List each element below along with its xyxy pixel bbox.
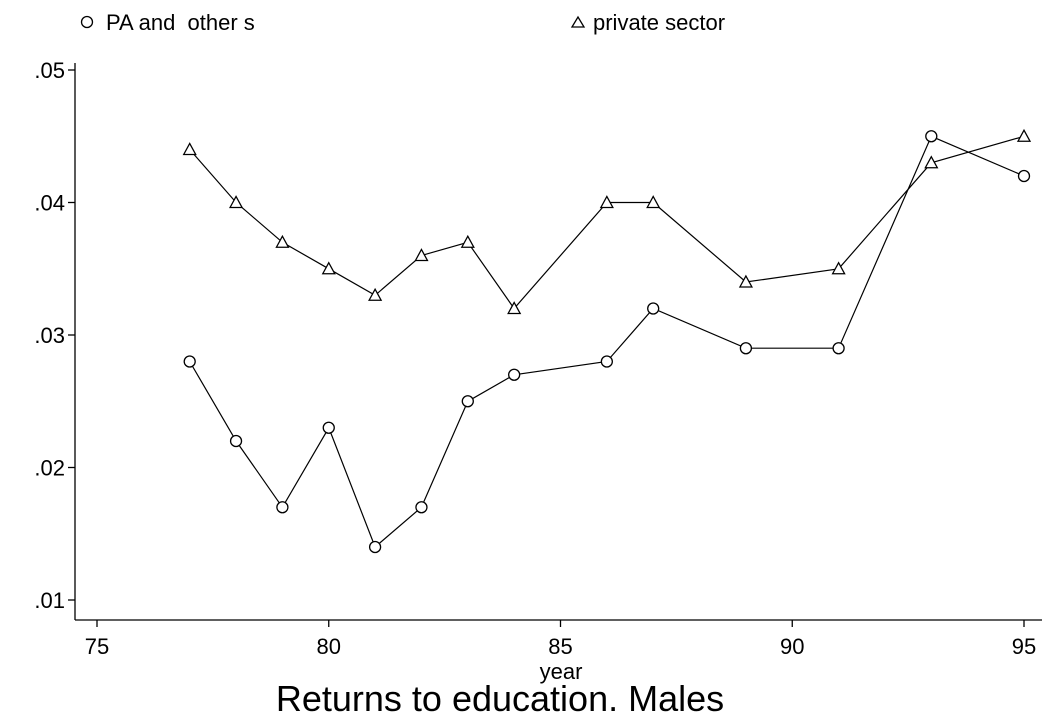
data-point-triangle [228,195,244,209]
x-axis-label: year [540,659,583,684]
data-point-triangle [738,274,753,288]
legend-label-series-2: private sector [593,10,725,35]
data-point-triangle [646,195,661,209]
series-line [189,135,1025,310]
series-layer [182,128,1032,554]
data-point-triangle [414,248,429,262]
series-2 [182,128,1032,315]
data-point-circle [1017,169,1031,183]
x-tick-label: 85 [548,634,572,659]
data-point-circle [600,355,613,368]
data-point-triangle [507,301,522,315]
y-tick-label: .02 [34,456,65,481]
data-point-circle [832,342,845,355]
data-point-triangle [1016,128,1032,142]
data-point-circle [368,540,382,554]
data-point-circle [508,368,521,381]
chart-title: Returns to education. Males [276,678,724,719]
x-tick-label: 75 [85,634,109,659]
series-line [189,135,1025,549]
data-point-circle [183,355,196,368]
y-tick-label: .04 [34,191,65,216]
legend-triangle-marker [570,15,586,28]
data-point-circle [925,130,938,143]
data-point-triangle [924,155,939,169]
data-point-triangle [321,261,336,275]
legend: PA and other s private sector [80,10,725,35]
x-tick-label: 95 [1012,634,1036,659]
data-point-triangle [831,261,846,275]
data-point-circle [461,395,474,408]
data-point-circle [322,421,335,434]
data-point-triangle [275,234,290,248]
y-tick-label: .05 [34,58,65,83]
y-tick-label: .03 [34,323,65,348]
legend-circle-marker [80,15,94,29]
x-tick-label: 90 [780,634,804,659]
y-tick-label: .01 [34,588,65,613]
data-point-triangle [368,287,383,301]
series-1 [183,130,1031,554]
y-axis-ticks: .01 .02 .03 .04 .05 [34,58,75,613]
data-point-triangle [182,142,197,156]
legend-label-series-1: PA and other s [106,10,255,35]
x-axis-ticks: 75 80 85 90 95 [85,620,1036,659]
x-tick-label: 80 [317,634,341,659]
data-point-circle [739,342,753,355]
data-point-triangle [460,234,475,248]
data-point-circle [229,434,243,448]
data-point-triangle [599,195,614,209]
data-point-circle [647,302,660,315]
data-point-circle [276,501,289,514]
data-point-circle [415,501,428,514]
